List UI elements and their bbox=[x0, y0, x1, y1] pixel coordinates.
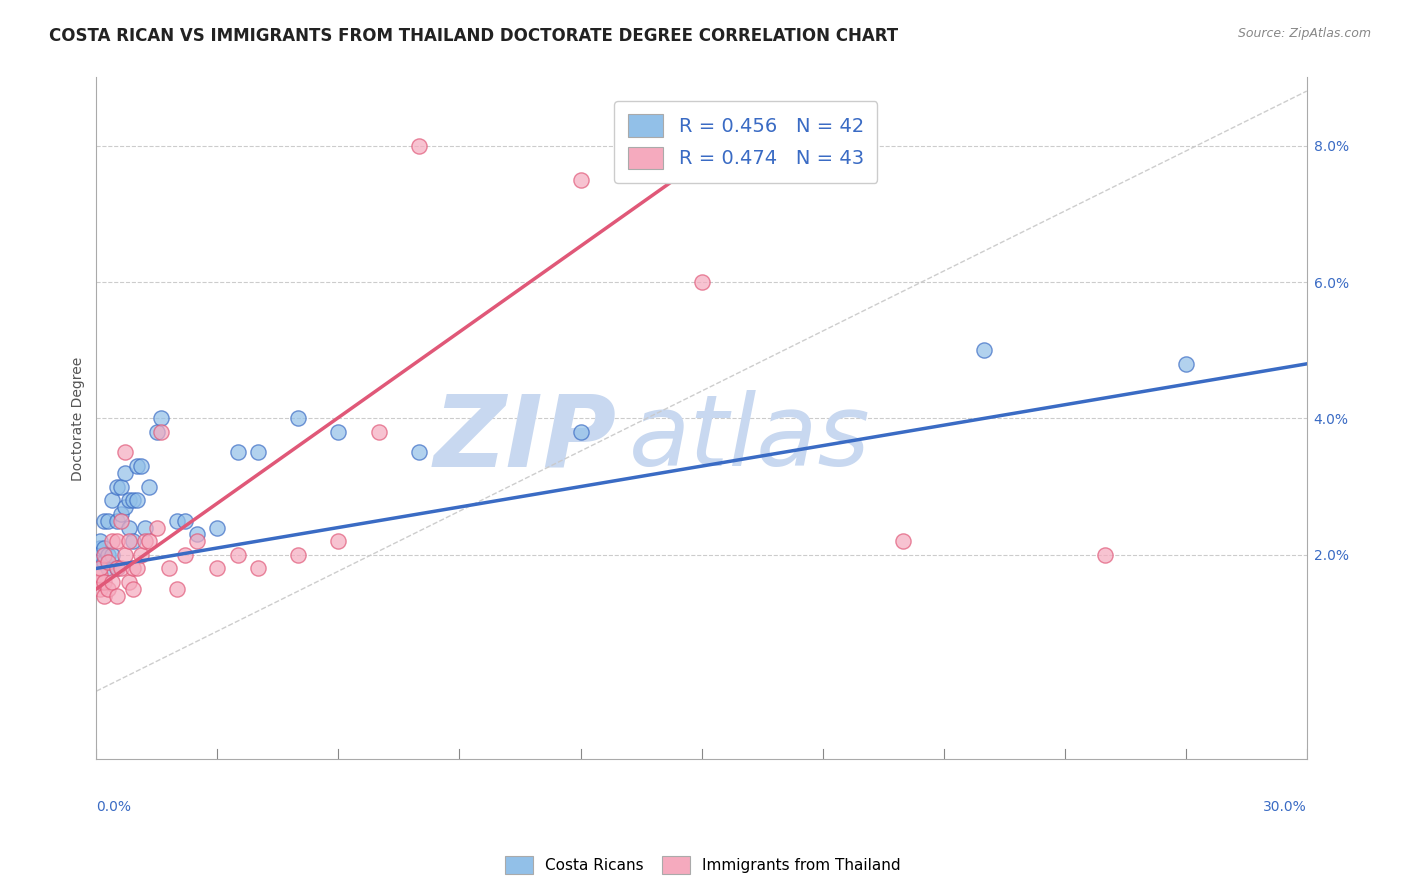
Point bbox=[89, 575, 111, 590]
Point bbox=[93, 589, 115, 603]
Point bbox=[166, 514, 188, 528]
Point bbox=[101, 493, 124, 508]
Point bbox=[105, 534, 128, 549]
Point bbox=[207, 520, 229, 534]
Point bbox=[186, 527, 208, 541]
Point bbox=[891, 534, 914, 549]
Text: 30.0%: 30.0% bbox=[1263, 800, 1306, 814]
Text: atlas: atlas bbox=[628, 391, 870, 487]
Point bbox=[105, 561, 128, 575]
Point bbox=[110, 514, 132, 528]
Point bbox=[121, 534, 143, 549]
Point bbox=[186, 534, 208, 549]
Y-axis label: Doctorate Degree: Doctorate Degree bbox=[72, 356, 86, 481]
Point bbox=[174, 548, 197, 562]
Point bbox=[125, 493, 148, 508]
Point bbox=[246, 445, 269, 459]
Point bbox=[105, 589, 128, 603]
Point bbox=[110, 507, 132, 521]
Point bbox=[149, 411, 172, 425]
Point bbox=[569, 425, 592, 439]
Point bbox=[328, 534, 350, 549]
Point bbox=[973, 343, 995, 358]
Point bbox=[101, 548, 124, 562]
Text: 0.0%: 0.0% bbox=[97, 800, 131, 814]
Point bbox=[114, 548, 136, 562]
Point bbox=[97, 582, 120, 596]
Point bbox=[287, 548, 309, 562]
Point bbox=[117, 493, 139, 508]
Point bbox=[89, 548, 111, 562]
Point bbox=[125, 561, 148, 575]
Point bbox=[408, 445, 430, 459]
Point bbox=[93, 514, 115, 528]
Point bbox=[146, 520, 169, 534]
Point bbox=[121, 561, 143, 575]
Point bbox=[1174, 357, 1197, 371]
Point bbox=[367, 425, 389, 439]
Point bbox=[138, 479, 160, 493]
Point bbox=[93, 575, 115, 590]
Point bbox=[93, 541, 115, 555]
Point bbox=[125, 459, 148, 474]
Point bbox=[287, 411, 309, 425]
Point bbox=[101, 575, 124, 590]
Point bbox=[101, 534, 124, 549]
Point bbox=[110, 479, 132, 493]
Point bbox=[117, 534, 139, 549]
Point bbox=[89, 582, 111, 596]
Point bbox=[129, 459, 152, 474]
Point bbox=[97, 514, 120, 528]
Point bbox=[166, 582, 188, 596]
Point bbox=[246, 561, 269, 575]
Point bbox=[89, 534, 111, 549]
Point bbox=[174, 514, 197, 528]
Point bbox=[110, 561, 132, 575]
Point bbox=[138, 534, 160, 549]
Point bbox=[97, 561, 120, 575]
Legend: Costa Ricans, Immigrants from Thailand: Costa Ricans, Immigrants from Thailand bbox=[499, 850, 907, 880]
Point bbox=[89, 561, 111, 575]
Point bbox=[569, 172, 592, 186]
Point bbox=[105, 514, 128, 528]
Point bbox=[105, 479, 128, 493]
Point bbox=[114, 500, 136, 514]
Point bbox=[146, 425, 169, 439]
Point bbox=[89, 555, 111, 569]
Text: COSTA RICAN VS IMMIGRANTS FROM THAILAND DOCTORATE DEGREE CORRELATION CHART: COSTA RICAN VS IMMIGRANTS FROM THAILAND … bbox=[49, 27, 898, 45]
Point bbox=[97, 555, 120, 569]
Text: Source: ZipAtlas.com: Source: ZipAtlas.com bbox=[1237, 27, 1371, 40]
Point bbox=[89, 568, 111, 582]
Point bbox=[157, 561, 180, 575]
Point bbox=[114, 445, 136, 459]
Point bbox=[117, 575, 139, 590]
Point bbox=[207, 561, 229, 575]
Point bbox=[1094, 548, 1116, 562]
Point bbox=[226, 548, 249, 562]
Point bbox=[97, 548, 120, 562]
Point bbox=[89, 541, 111, 555]
Point bbox=[129, 548, 152, 562]
Point bbox=[93, 555, 115, 569]
Point bbox=[690, 275, 713, 289]
Point bbox=[149, 425, 172, 439]
Point bbox=[117, 520, 139, 534]
Point bbox=[121, 493, 143, 508]
Point bbox=[93, 548, 115, 562]
Point bbox=[105, 561, 128, 575]
Point bbox=[121, 582, 143, 596]
Legend: R = 0.456   N = 42, R = 0.474   N = 43: R = 0.456 N = 42, R = 0.474 N = 43 bbox=[614, 101, 877, 183]
Text: ZIP: ZIP bbox=[434, 391, 617, 487]
Point bbox=[134, 520, 156, 534]
Point bbox=[114, 466, 136, 480]
Point bbox=[134, 534, 156, 549]
Point bbox=[328, 425, 350, 439]
Point bbox=[226, 445, 249, 459]
Point bbox=[408, 138, 430, 153]
